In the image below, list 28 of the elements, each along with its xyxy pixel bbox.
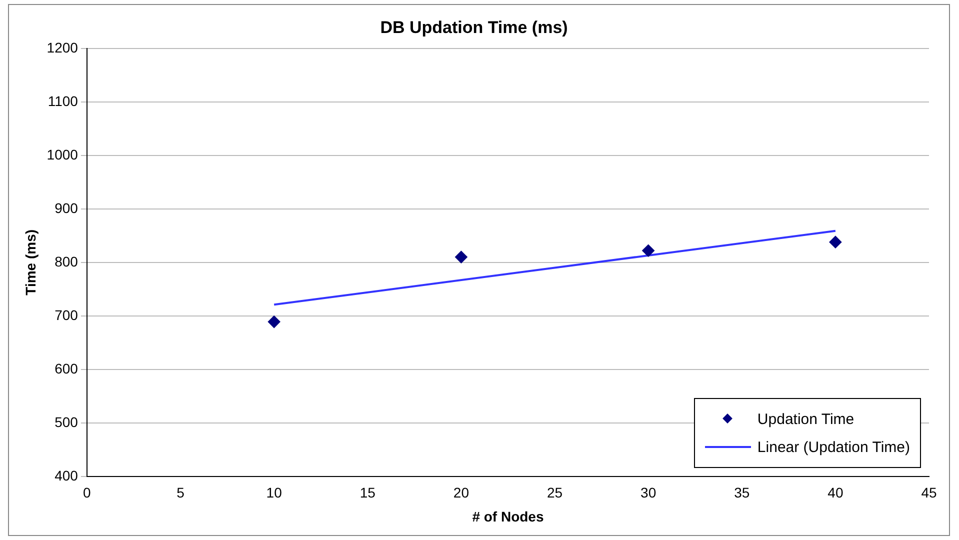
legend-label: Updation Time <box>757 410 854 428</box>
x-tick-label: 40 <box>828 484 844 501</box>
x-tick-label: 10 <box>266 484 282 501</box>
x-tick-label: 20 <box>453 484 470 501</box>
point <box>642 244 654 257</box>
point <box>455 251 468 264</box>
y-axis-title: Time (ms) <box>22 229 38 296</box>
chart-title: DB Updation Time (ms) <box>380 18 568 37</box>
x-tick-label: 25 <box>546 484 563 501</box>
point <box>829 236 842 248</box>
y-tick-label: 700 <box>54 306 78 323</box>
y-tick-label: 1200 <box>46 39 78 56</box>
x-axis-title: # of Nodes <box>472 508 544 524</box>
y-tick-label: 900 <box>54 200 78 216</box>
legend-label: Linear (Updation Time) <box>757 438 910 456</box>
x-tick-label: 5 <box>176 484 185 501</box>
x-tick-label: 15 <box>360 484 376 501</box>
x-tick-label: 0 <box>83 484 92 501</box>
y-tick-label: 1000 <box>46 146 78 162</box>
x-tick-label: 35 <box>734 484 750 501</box>
y-tick-label: 600 <box>54 360 78 376</box>
x-tick-label: 30 <box>640 484 656 501</box>
y-tick-label: 1100 <box>48 92 78 109</box>
point <box>268 316 280 328</box>
y-tick-label: 800 <box>54 253 78 270</box>
y-tick-label: 400 <box>54 467 78 484</box>
y-tick-label: 500 <box>54 414 78 430</box>
x-tick-label: 45 <box>921 484 937 501</box>
